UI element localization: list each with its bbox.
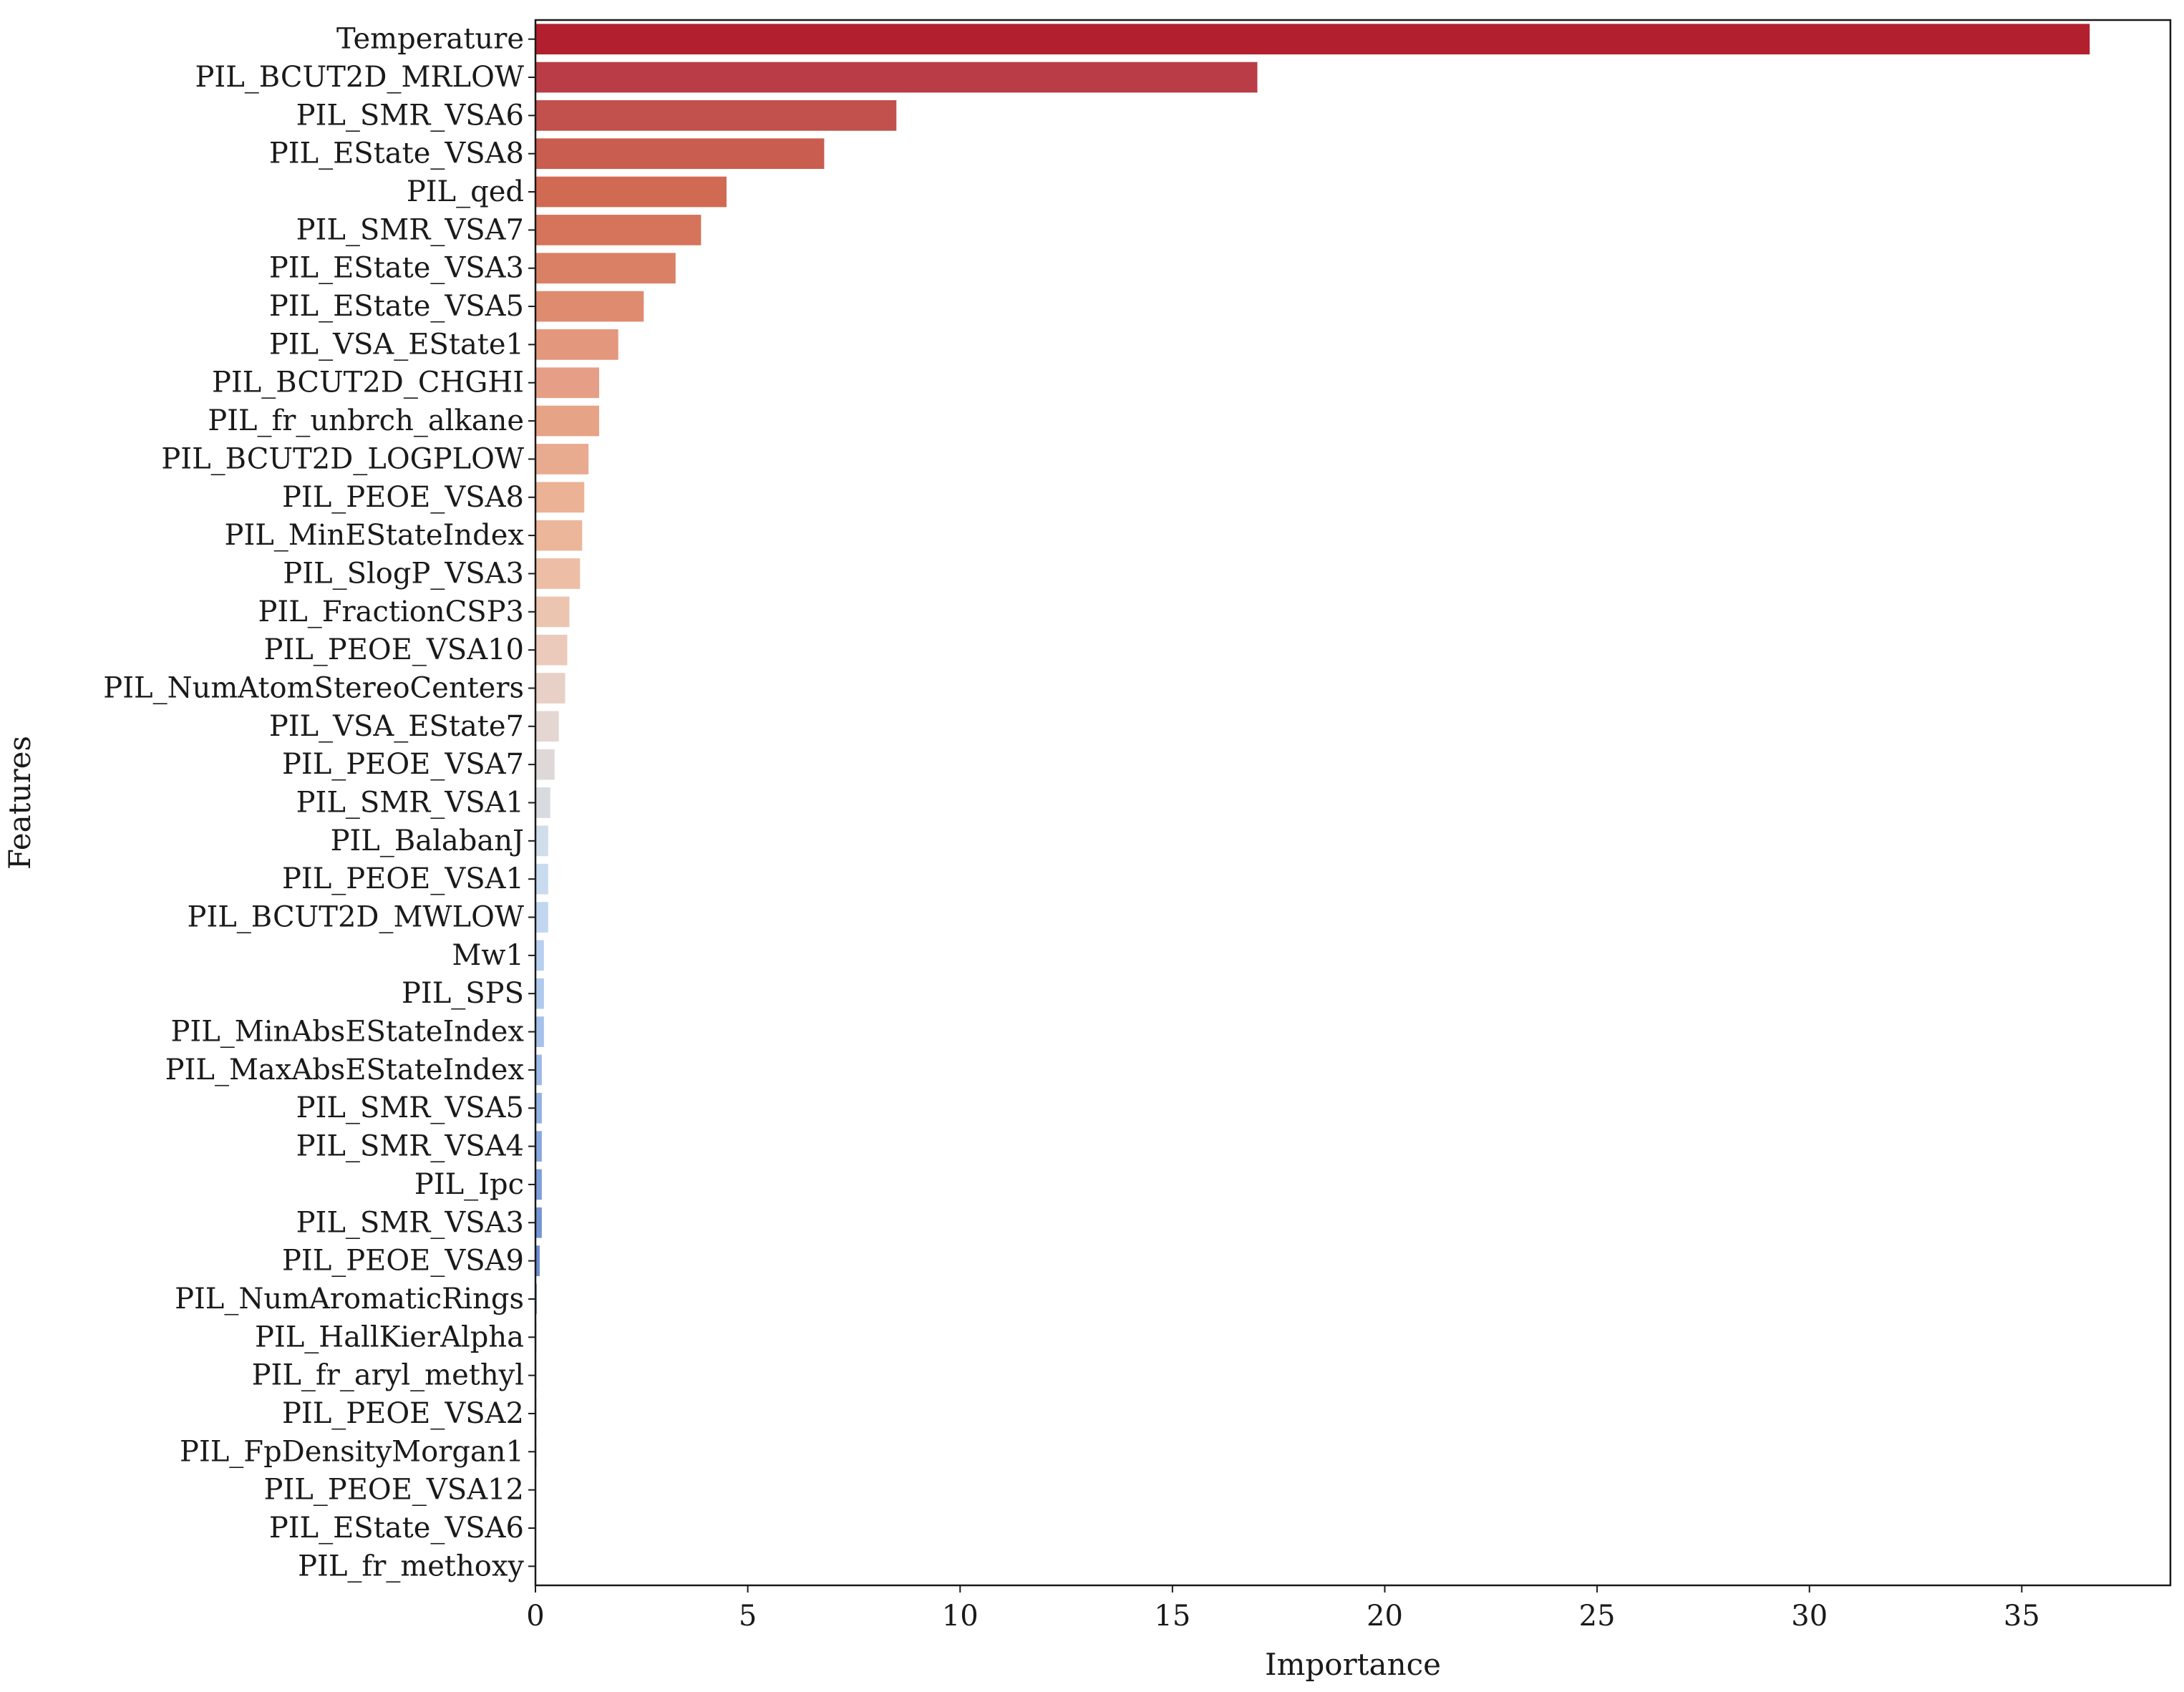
bar-pil-estate-vsa5 <box>535 291 644 322</box>
y-axis-label: Features <box>2 736 37 870</box>
x-tick-label: 10 <box>942 1600 979 1633</box>
bar-pil-numatomstereocenters <box>535 673 566 704</box>
bar-pil-minestateindex <box>535 520 583 551</box>
y-tick-label: PIL_Ipc <box>414 1168 524 1201</box>
y-tick-label: PIL_EState_VSA3 <box>269 252 524 285</box>
y-tick-label: PIL_fr_unbrch_alkane <box>208 404 524 437</box>
y-tick-label: PIL_SMR_VSA1 <box>296 787 524 820</box>
x-tick-label: 20 <box>1367 1600 1403 1633</box>
y-tick-label: PIL_SMR_VSA5 <box>296 1091 524 1124</box>
x-tick-label: 30 <box>1791 1600 1828 1633</box>
x-axis-label: Importance <box>1265 1647 1441 1682</box>
bar-pil-sps <box>535 978 544 1009</box>
y-tick-label: PIL_fr_methoxy <box>298 1550 524 1582</box>
y-tick-label: PIL_BCUT2D_CHGHI <box>212 366 524 399</box>
y-tick-label: PIL_BalabanJ <box>331 825 524 857</box>
bar-pil-estate-vsa3 <box>535 253 676 284</box>
y-tick-label: PIL_SMR_VSA7 <box>296 213 524 246</box>
bar-pil-smr-vsa5 <box>535 1092 542 1124</box>
y-tick-label: PIL_PEOE_VSA2 <box>282 1397 524 1430</box>
y-tick-label: PIL_MinAbsEStateIndex <box>171 1016 525 1049</box>
bar-pil-smr-vsa4 <box>535 1131 542 1162</box>
y-tick-labels: Temperature PIL_BCUT2D_MRLOW PIL_SMR_VSA6 P… <box>103 23 535 1582</box>
plot-frame <box>534 19 2172 1587</box>
bar-pil-qed <box>535 176 727 208</box>
y-tick-label: PIL_FpDensityMorgan1 <box>180 1435 524 1468</box>
bar-pil-vsa-estate7 <box>535 711 559 742</box>
bar-temperature <box>535 24 2090 55</box>
bar-pil-smr-vsa6 <box>535 100 897 131</box>
bar-mw1 <box>535 940 544 971</box>
y-tick-label: PIL_qed <box>407 175 524 208</box>
y-tick-label: PIL_BCUT2D_MWLOW <box>188 901 524 934</box>
y-tick-label: Temperature <box>336 23 524 56</box>
y-tick-label: PIL_PEOE_VSA10 <box>264 633 524 666</box>
y-tick-label: PIL_EState_VSA6 <box>269 1512 524 1545</box>
x-tick-label: 25 <box>1579 1600 1616 1633</box>
y-tick-label: PIL_PEOE_VSA7 <box>282 748 524 781</box>
y-tick-label: PIL_SMR_VSA6 <box>296 99 524 132</box>
y-tick-label: PIL_NumAtomStereoCenters <box>103 671 524 704</box>
bars-layer <box>535 24 2090 1582</box>
y-tick-label: PIL_EState_VSA8 <box>269 137 524 170</box>
y-tick-label: PIL_HallKierAlpha <box>255 1321 524 1353</box>
y-tick-label: PIL_VSA_EState1 <box>269 328 524 361</box>
bar-pil-peoe-vsa10 <box>535 634 568 666</box>
y-tick-label: PIL_SlogP_VSA3 <box>283 557 524 590</box>
y-tick-label: PIL_BCUT2D_MRLOW <box>195 61 524 94</box>
x-tick-label: 0 <box>526 1600 544 1633</box>
bar-pil-balabanj <box>535 825 548 857</box>
bar-pil-ipc <box>535 1169 542 1200</box>
y-tick-label: PIL_FractionCSP3 <box>258 595 524 628</box>
y-tick-label: PIL_NumAromaticRings <box>175 1283 524 1316</box>
y-tick-label: PIL_BCUT2D_LOGPLOW <box>161 442 524 475</box>
bar-pil-smr-vsa1 <box>535 787 550 818</box>
bar-pil-peoe-vsa9 <box>535 1245 540 1276</box>
y-tick-label: PIL_PEOE_VSA1 <box>282 862 524 895</box>
x-tick-label: 5 <box>739 1600 757 1633</box>
y-tick-label: PIL_EState_VSA5 <box>269 290 524 323</box>
bar-pil-fractioncsp3 <box>535 596 570 628</box>
bar-pil-smr-vsa7 <box>535 215 702 245</box>
bar-pil-vsa-estate1 <box>535 329 618 360</box>
bar-pil-peoe-vsa1 <box>535 863 548 895</box>
bar-pil-peoe-vsa8 <box>535 482 585 513</box>
y-tick-label: Mw1 <box>452 939 524 972</box>
bar-pil-smr-vsa3 <box>535 1207 542 1238</box>
bar-pil-peoe-vsa7 <box>535 749 555 780</box>
y-tick-label: PIL_MinEStateIndex <box>225 519 525 552</box>
x-tick-labels: 0 5 10 15 20 25 30 35 <box>526 1585 2040 1633</box>
y-tick-label: PIL_SMR_VSA3 <box>296 1206 524 1239</box>
y-tick-label: PIL_SMR_VSA4 <box>296 1130 524 1163</box>
y-tick-label: PIL_MaxAbsEStateIndex <box>165 1054 525 1086</box>
bar-pil-bcut2d-mwlow <box>535 902 548 933</box>
bar-pil-fr-unbrch-alkane <box>535 405 599 437</box>
x-tick-label: 15 <box>1154 1600 1190 1633</box>
y-tick-label: PIL_fr_aryl_methyl <box>252 1359 524 1392</box>
y-tick-label: PIL_PEOE_VSA12 <box>264 1474 524 1507</box>
bar-pil-minabsestateindex <box>535 1016 544 1047</box>
bar-pil-bcut2d-mrlow <box>535 62 1258 93</box>
y-tick-label: PIL_PEOE_VSA9 <box>282 1245 524 1278</box>
bar-pil-bcut2d-chghi <box>535 367 599 399</box>
bar-pil-estate-vsa8 <box>535 138 825 170</box>
y-tick-label: PIL_PEOE_VSA8 <box>282 481 524 514</box>
x-tick-label: 35 <box>2004 1600 2040 1633</box>
bar-pil-bcut2d-logplow <box>535 444 589 475</box>
y-tick-label: PIL_VSA_EState7 <box>269 710 524 743</box>
bar-pil-slogp-vsa3 <box>535 558 581 589</box>
y-tick-label: PIL_SPS <box>402 977 524 1010</box>
bar-pil-maxabsestateindex <box>535 1054 542 1086</box>
